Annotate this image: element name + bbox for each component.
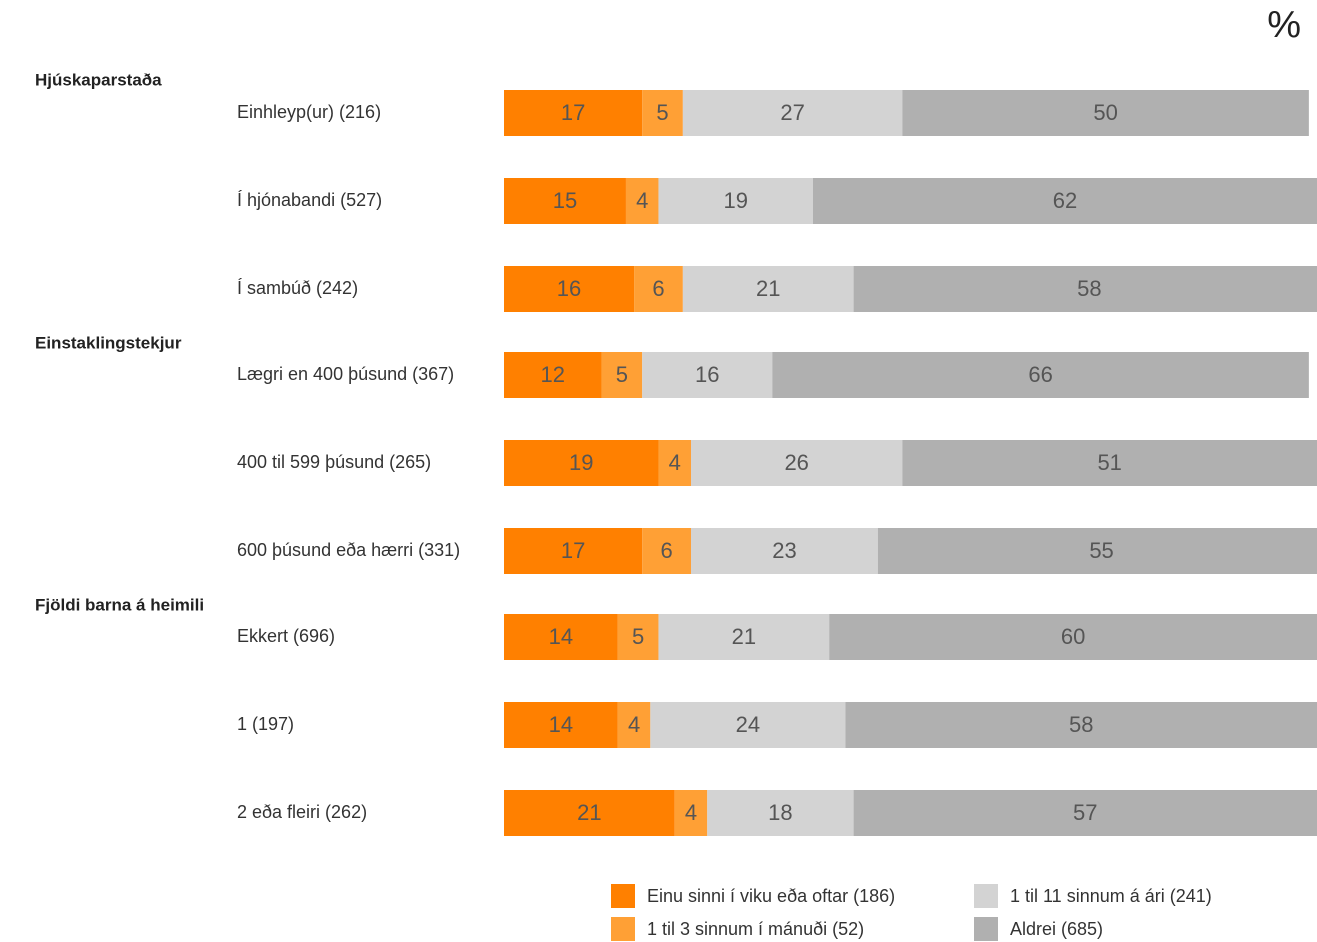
group-label: Hjúskaparstaða xyxy=(35,70,162,89)
bar-segment xyxy=(504,790,675,836)
row-label: Lægri en 400 þúsund (367) xyxy=(237,364,454,384)
data-label: 4 xyxy=(669,450,681,475)
bar-segment xyxy=(504,528,643,574)
bar-segment xyxy=(674,790,708,836)
legend-swatch xyxy=(611,917,635,941)
data-label: 62 xyxy=(1053,188,1077,213)
data-label: 21 xyxy=(577,800,601,825)
unit-label: % xyxy=(1267,4,1301,46)
bar-segment xyxy=(642,352,773,398)
group-label: Einstaklingstekjur xyxy=(35,333,182,352)
bar-segment xyxy=(707,790,854,836)
legend: Einu sinni í viku eða oftar (186) 1 til 1… xyxy=(0,878,1317,942)
row-label: 2 eða fleiri (262) xyxy=(237,802,367,822)
bar-segment xyxy=(617,614,659,660)
data-label: 58 xyxy=(1069,712,1093,737)
bar-segment xyxy=(504,702,618,748)
data-label: 5 xyxy=(616,362,628,387)
legend-label: Einu sinni í viku eða oftar (186) xyxy=(647,885,896,906)
bar-segment xyxy=(682,266,854,312)
bar-segment xyxy=(504,352,602,398)
bar-segment xyxy=(845,702,1317,748)
data-label: 4 xyxy=(685,800,697,825)
data-label: 6 xyxy=(660,538,672,563)
bar-segment xyxy=(902,440,1317,486)
bar-segment xyxy=(853,790,1317,836)
data-label: 18 xyxy=(768,800,792,825)
data-label: 5 xyxy=(656,100,668,125)
row-label: Í hjónabandi (527) xyxy=(237,190,382,210)
row-label: Í sambúð (242) xyxy=(237,278,358,298)
bar-segment xyxy=(642,90,683,136)
data-label: 21 xyxy=(732,624,756,649)
legend-label: 1 til 3 sinnum í mánuði (52) xyxy=(647,918,865,939)
group-label: Fjöldi barna á heimili xyxy=(35,595,204,614)
bar-segment xyxy=(504,266,635,312)
data-label: 14 xyxy=(549,624,573,649)
data-label: 17 xyxy=(561,538,585,563)
bar-segment xyxy=(902,90,1309,136)
bar-segment xyxy=(634,266,683,312)
bar-segment xyxy=(642,528,691,574)
legend-item: Aldrei (685) xyxy=(974,916,1103,942)
legend-label: Aldrei (685) xyxy=(1010,918,1104,939)
data-label: 6 xyxy=(652,276,664,301)
data-label: 21 xyxy=(756,276,780,301)
bar-segment xyxy=(658,178,813,224)
legend-swatch xyxy=(974,884,998,908)
data-label: 4 xyxy=(628,712,640,737)
bar-segment xyxy=(812,178,1317,224)
data-label: 16 xyxy=(557,276,581,301)
data-label: 12 xyxy=(541,362,565,387)
bar-segment xyxy=(829,614,1317,660)
bar-segment xyxy=(690,440,903,486)
data-label: 66 xyxy=(1028,362,1052,387)
data-label: 19 xyxy=(723,188,747,213)
row-label: 1 (197) xyxy=(237,714,294,734)
legend-item: 1 til 11 sinnum á ári (241) xyxy=(974,883,1212,909)
bar-segment xyxy=(772,352,1309,398)
data-label: 17 xyxy=(561,100,585,125)
bar-segment xyxy=(617,702,651,748)
data-label: 24 xyxy=(736,712,760,737)
legend-label: 1 til 11 sinnum á ári (241) xyxy=(1010,885,1212,906)
bar-segment xyxy=(601,352,643,398)
row-label: 400 til 599 þúsund (265) xyxy=(237,452,431,472)
data-label: 5 xyxy=(632,624,644,649)
data-label: 55 xyxy=(1089,538,1113,563)
bar-segment xyxy=(625,178,659,224)
bar-segment xyxy=(504,178,626,224)
bar-segment xyxy=(650,702,846,748)
data-label: 23 xyxy=(772,538,796,563)
bar-segment xyxy=(504,614,618,660)
data-label: 58 xyxy=(1077,276,1101,301)
row-label: Ekkert (696) xyxy=(237,626,335,646)
bar-segment xyxy=(658,440,691,486)
bar-segment xyxy=(877,528,1317,574)
data-label: 57 xyxy=(1073,800,1097,825)
data-label: 27 xyxy=(780,100,804,125)
data-label: 19 xyxy=(569,450,593,475)
row-label: Einhleyp(ur) (216) xyxy=(237,102,381,122)
legend-item: 1 til 3 sinnum í mánuði (52) xyxy=(611,916,864,942)
data-label: 16 xyxy=(695,362,719,387)
data-label: 15 xyxy=(553,188,577,213)
bar-segment xyxy=(658,614,830,660)
legend-item: Einu sinni í viku eða oftar (186) xyxy=(611,883,895,909)
bar-segment xyxy=(504,440,659,486)
bar-segment xyxy=(682,90,903,136)
data-label: 26 xyxy=(784,450,808,475)
row-label: 600 þúsund eða hærri (331) xyxy=(237,540,460,560)
data-label: 51 xyxy=(1097,450,1121,475)
data-label: 60 xyxy=(1061,624,1085,649)
legend-swatch xyxy=(974,917,998,941)
data-label: 50 xyxy=(1093,100,1117,125)
bar-segment xyxy=(853,266,1317,312)
legend-swatch xyxy=(611,884,635,908)
bar-segment xyxy=(690,528,878,574)
data-label: 14 xyxy=(549,712,573,737)
data-label: 4 xyxy=(636,188,648,213)
bar-segment xyxy=(504,90,643,136)
